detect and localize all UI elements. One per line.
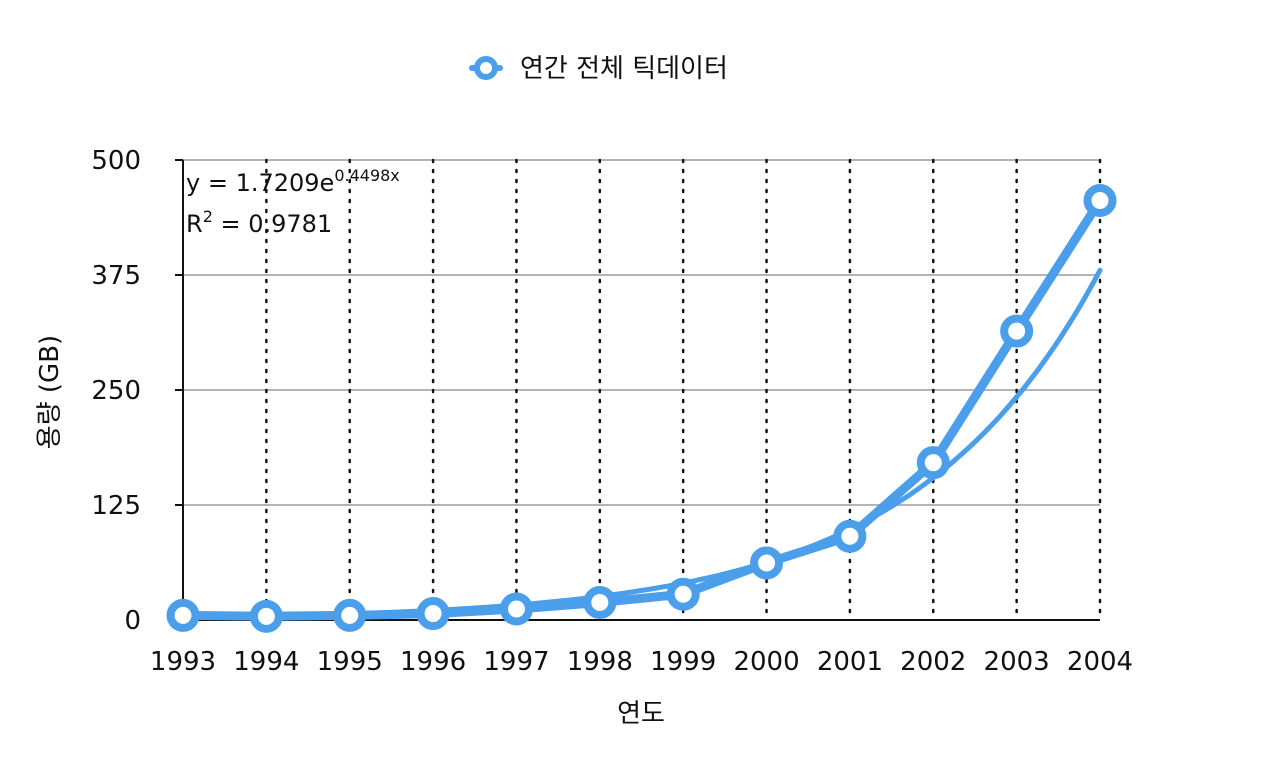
x-tick-labels: 1993 1994 1995 1996 1997 1998 1999 2000 2001 2002… xyxy=(150,647,1133,677)
data-point-1995 xyxy=(333,598,367,632)
x-tick-label: 1993 xyxy=(150,647,216,677)
x-tick-label: 2001 xyxy=(817,647,883,677)
y-tick-labels: 0 125 250 375 500 xyxy=(91,146,141,636)
y-axis-title: 용량 (GB) xyxy=(35,335,65,449)
legend: 연간 전체 틱데이터 xyxy=(469,54,728,84)
data-point-1998 xyxy=(583,586,617,620)
data-point-2002 xyxy=(916,446,950,480)
trendline xyxy=(180,267,1103,620)
x-tick-label: 2004 xyxy=(1067,647,1133,677)
trend-equation: y = 1.7209e0.4498x xyxy=(186,166,400,197)
data-point-2003 xyxy=(1000,314,1034,348)
y-tick-label: 250 xyxy=(91,376,141,406)
series-points xyxy=(166,183,1117,633)
y-tick-label: 375 xyxy=(91,261,141,291)
horizontal-grid xyxy=(175,159,1100,621)
trend-r-squared: R2 = 0.9781 xyxy=(186,207,332,238)
legend-label: 연간 전체 틱데이터 xyxy=(520,54,728,84)
x-tick-label: 1996 xyxy=(400,647,466,677)
series-line xyxy=(178,196,1105,621)
x-axis-title: 연도 xyxy=(617,699,665,729)
data-point-1999 xyxy=(666,577,700,611)
x-tick-label: 2003 xyxy=(984,647,1050,677)
data-point-2004 xyxy=(1083,183,1117,217)
data-point-2000 xyxy=(750,546,784,580)
legend-marker-icon xyxy=(474,56,498,80)
y-tick-label: 125 xyxy=(91,491,141,521)
y-tick-label: 0 xyxy=(124,606,141,636)
x-tick-label: 1994 xyxy=(233,647,299,677)
x-tick-label: 1997 xyxy=(483,647,549,677)
x-tick-label: 1995 xyxy=(317,647,383,677)
x-tick-label: 1999 xyxy=(650,647,716,677)
x-tick-label: 2000 xyxy=(733,647,799,677)
x-tick-label: 2002 xyxy=(900,647,966,677)
data-point-1993 xyxy=(166,598,200,632)
data-point-2001 xyxy=(833,519,867,553)
data-point-1994 xyxy=(249,599,283,633)
data-point-1996 xyxy=(416,597,450,631)
x-tick-label: 1998 xyxy=(567,647,633,677)
data-point-1997 xyxy=(499,592,533,626)
vertical-grid xyxy=(265,158,1102,622)
y-tick-label: 500 xyxy=(91,146,141,176)
